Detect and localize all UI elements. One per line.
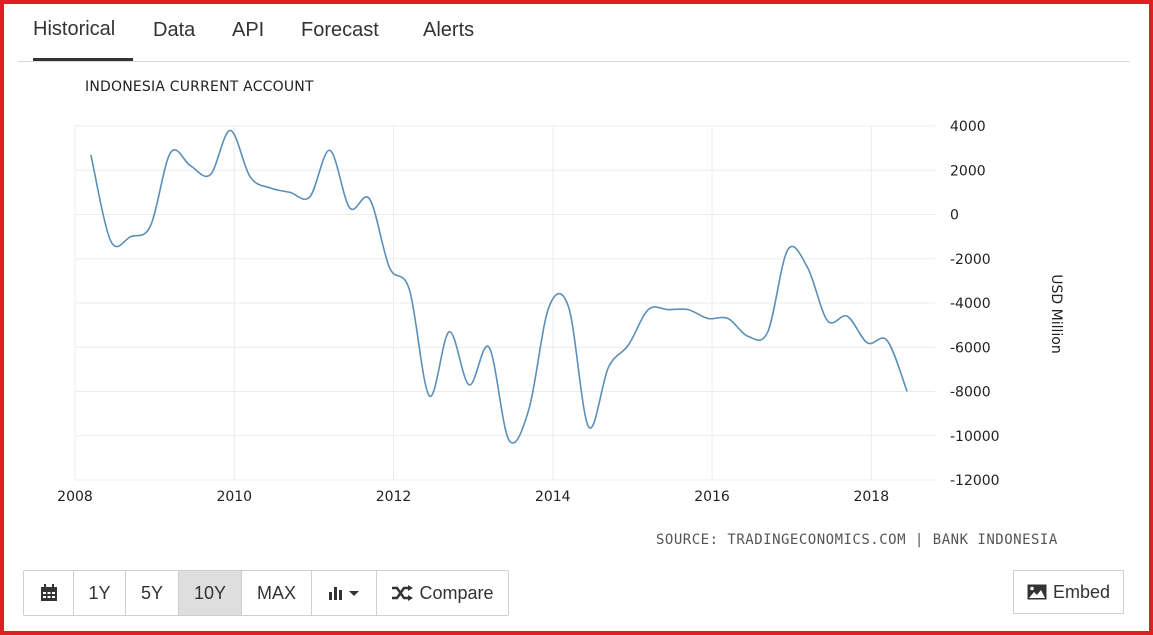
x-tick-label: 2014 xyxy=(535,489,571,505)
x-tick-label: 2016 xyxy=(694,489,730,505)
chart-type-button[interactable] xyxy=(312,571,377,615)
tab-api[interactable]: API xyxy=(232,19,265,41)
compare-button[interactable]: Compare xyxy=(377,571,508,615)
tab-forecast[interactable]: Forecast xyxy=(301,19,379,41)
caret-down-icon xyxy=(349,591,359,596)
shuffle-icon xyxy=(392,585,414,601)
range-10y-button[interactable]: 10Y xyxy=(179,571,242,615)
x-tick-label: 2018 xyxy=(853,489,889,505)
tab-data[interactable]: Data xyxy=(153,19,196,41)
calendar-button[interactable] xyxy=(24,571,74,615)
calendar-icon xyxy=(40,584,57,601)
range-5y-button[interactable]: 5Y xyxy=(126,571,179,615)
y-tick-label: 0 xyxy=(950,208,959,224)
range-max-button[interactable]: MAX xyxy=(242,571,312,615)
y-axis-label: USD Million xyxy=(1048,274,1064,353)
y-tick-label: 4000 xyxy=(950,119,986,135)
y-tick-label: -2000 xyxy=(950,252,991,268)
x-tick-label: 2008 xyxy=(57,489,93,505)
range-toolbar: 1Y 5Y 10Y MAX Compare xyxy=(23,570,509,616)
embed-label: Embed xyxy=(1052,581,1111,602)
y-tick-label: -10000 xyxy=(950,429,1000,445)
y-tick-label: -12000 xyxy=(950,473,1000,489)
y-tick-label: 2000 xyxy=(950,163,986,179)
embed-button[interactable]: Embed xyxy=(1013,570,1124,614)
chart-title: INDONESIA CURRENT ACCOUNT xyxy=(85,79,314,95)
x-tick-label: 2012 xyxy=(376,489,412,505)
x-tick-label: 2010 xyxy=(216,489,252,505)
line-chart: 4000 2000 0 -2000 -4000 -6000 -8000 -10000 -1200… xyxy=(57,119,1064,505)
y-tick-label: -4000 xyxy=(950,296,991,312)
tab-alerts[interactable]: Alerts xyxy=(423,19,475,41)
range-1y-button[interactable]: 1Y xyxy=(74,571,126,615)
image-icon xyxy=(1027,584,1047,600)
y-tick-label: -6000 xyxy=(950,340,991,356)
tab-historical[interactable]: Historical xyxy=(33,0,133,61)
series-line xyxy=(90,129,908,444)
source-note: SOURCE: TRADINGECONOMICS.COM | BANK INDO… xyxy=(656,532,1058,548)
compare-label: Compare xyxy=(419,583,494,603)
tab-bar: Historical Data API Forecast Alerts xyxy=(18,0,1130,62)
y-tick-label: -8000 xyxy=(950,385,991,401)
bar-chart-icon xyxy=(329,587,359,600)
